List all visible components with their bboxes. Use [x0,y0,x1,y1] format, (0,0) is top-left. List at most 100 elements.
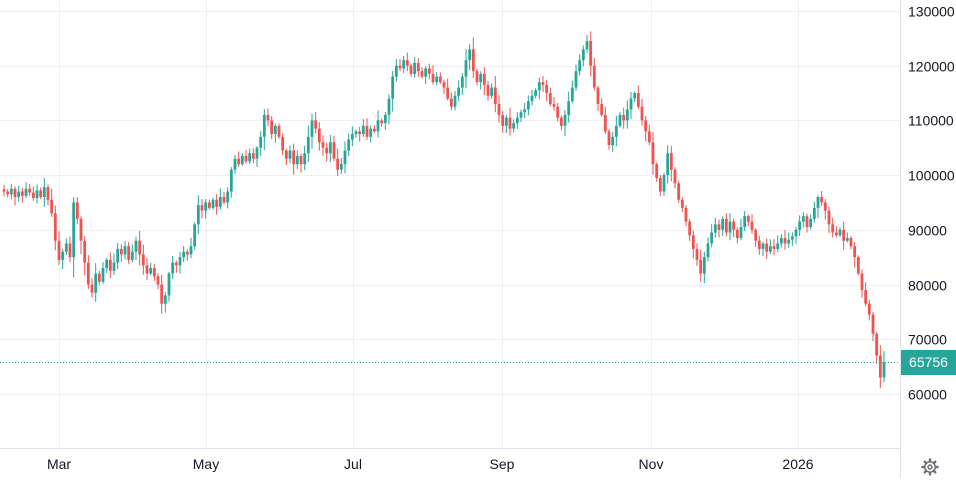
candle-body [684,207,688,222]
candle [746,214,750,227]
candle [567,91,571,123]
candle-body [387,98,391,115]
candle [691,230,695,259]
candle-body [816,196,820,208]
price-tick-label: 60000 [908,387,947,403]
time-axis[interactable]: Mar May Jul Sep Nov 2026 [47,456,814,472]
candle [119,244,123,262]
candle [834,225,838,238]
candle [695,243,699,267]
last-price-label: 65756 [901,350,956,375]
candle [680,196,684,213]
candle-body [809,218,813,228]
candle-body [273,125,277,135]
candle [46,184,50,206]
candle-body [101,268,105,282]
candle-body [508,117,512,129]
candle [248,148,252,164]
candle-body [94,273,98,293]
candle [2,184,6,197]
candle [559,115,563,131]
candle [801,212,805,228]
candle [171,255,175,280]
candle [757,235,761,255]
candle-body [699,259,703,274]
candle [875,331,879,365]
candle [633,91,637,103]
candle [706,237,710,262]
candle [402,55,406,74]
candle-body [24,188,28,196]
candle-body [240,155,244,165]
candle-body [42,187,46,197]
candle-body [376,120,380,132]
candle [380,118,384,128]
candle-body [68,243,72,258]
candle-body [347,139,351,151]
candle [200,199,204,219]
candle [512,119,516,133]
candle-body [636,93,640,107]
candle-body [369,128,373,137]
time-tick-label: Nov [639,456,664,472]
gear-icon[interactable] [919,456,941,478]
candle [152,263,156,281]
candle-body [578,60,582,72]
candle [347,133,351,157]
candle-body [314,120,318,129]
candle [270,116,274,140]
candle [666,145,670,184]
candle [24,182,28,199]
candle [141,244,145,275]
candle [207,199,211,210]
candle [530,89,534,106]
candle-body [119,248,123,255]
candle-body [574,71,578,88]
candle-body [391,76,395,99]
candle [556,102,560,122]
candle [493,76,497,113]
candle [28,184,32,196]
candle [105,257,109,273]
candle [281,133,285,156]
candle-body [259,136,263,148]
candle-body [90,284,94,293]
candle [845,232,849,243]
candle-body [299,155,303,165]
candle-body [680,199,684,208]
price-tick-label: 90000 [908,223,947,239]
time-tick-label: 2026 [782,456,813,472]
candle-body [713,224,717,233]
candle-body [673,169,677,184]
candle-body [292,150,296,165]
candle-body [336,158,340,170]
price-axis[interactable]: 130000 120000 110000 100000 90000 80000 70000 6… [908,4,955,403]
candle [618,111,622,128]
candle-body [625,109,629,121]
candle [464,49,468,89]
candle-body [537,82,541,91]
candle [288,145,292,164]
candle-body [108,259,112,271]
candle-body [867,303,871,315]
candle [710,224,714,248]
time-tick-label: Mar [47,456,71,472]
candle [765,238,769,259]
candle [354,129,358,138]
candle-body [831,224,835,233]
candle-body [600,103,604,115]
candle [409,63,413,77]
candle [427,63,431,80]
candle [871,311,875,342]
candle [541,76,545,92]
candle-body [350,134,354,140]
candle-body [2,189,6,192]
candle [486,80,490,101]
candle [244,150,248,164]
candle-body [702,257,706,274]
candle [809,214,813,230]
candle-body [519,112,523,118]
candle-body [185,251,189,255]
price-tick-label: 110000 [908,113,954,129]
